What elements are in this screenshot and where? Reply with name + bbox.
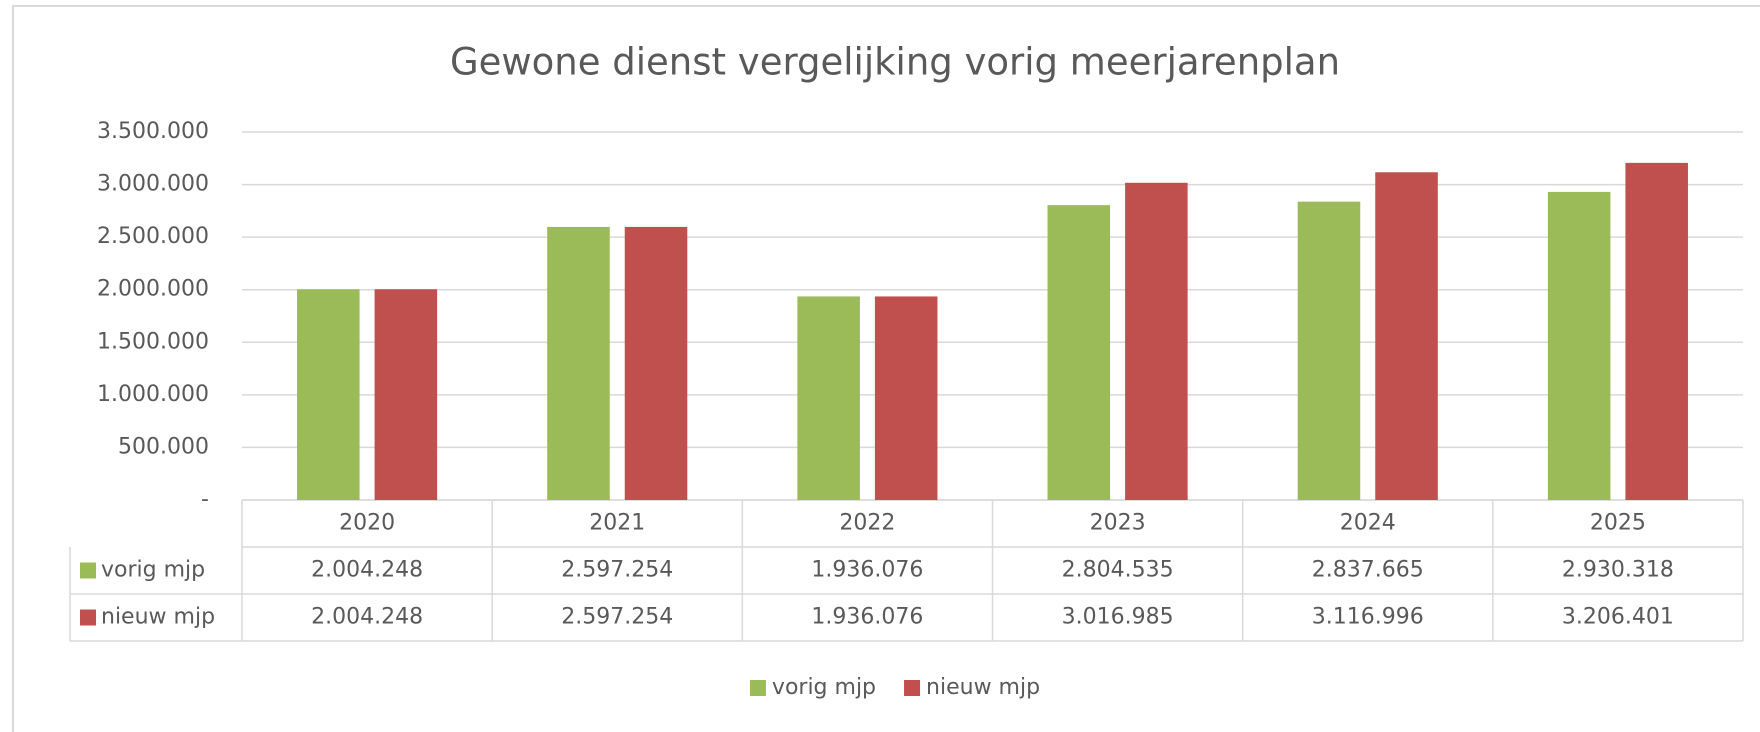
data-label: 1.936.076 xyxy=(811,605,923,630)
bar xyxy=(1125,182,1188,500)
y-tick-label: - xyxy=(201,487,209,512)
bar xyxy=(547,226,610,500)
x-tick-label: 2025 xyxy=(1590,511,1646,536)
y-tick-label: 3.000.000 xyxy=(97,172,209,197)
x-tick-label: 2023 xyxy=(1090,511,1146,536)
table-row-label: nieuw mjp xyxy=(101,605,215,630)
y-tick-label: 2.000.000 xyxy=(97,277,209,302)
data-label: 2.597.254 xyxy=(561,605,673,630)
legend-key xyxy=(749,680,766,696)
bar xyxy=(874,296,938,500)
data-label: 2.930.318 xyxy=(1562,558,1674,583)
x-tick-label: 2021 xyxy=(589,511,645,536)
data-label: 3.016.985 xyxy=(1062,605,1174,630)
data-label: 2.004.248 xyxy=(311,605,423,630)
y-tick-label: 3.500.000 xyxy=(97,119,209,144)
data-label: 3.116.996 xyxy=(1312,605,1424,630)
bar xyxy=(1547,191,1611,500)
bar xyxy=(1375,172,1438,500)
bar xyxy=(374,289,438,500)
bar xyxy=(1625,162,1688,500)
x-tick-label: 2022 xyxy=(839,511,895,536)
chart-title: Gewone dienst vergelijking vorig meerjar… xyxy=(450,41,1340,84)
y-tick-label: 2.500.000 xyxy=(97,224,209,249)
bar xyxy=(624,226,688,500)
y-tick-label: 1.500.000 xyxy=(97,329,209,354)
bar xyxy=(297,289,360,500)
data-label: 1.936.076 xyxy=(811,558,923,583)
legend-label: nieuw mjp xyxy=(926,675,1040,700)
x-tick-label: 2024 xyxy=(1340,511,1396,536)
legend-key xyxy=(904,680,921,696)
bar xyxy=(797,296,860,500)
y-tick-label: 1.000.000 xyxy=(97,382,209,407)
table-legend-key xyxy=(80,562,96,579)
x-tick-label: 2020 xyxy=(339,511,395,536)
data-label: 3.206.401 xyxy=(1562,605,1674,630)
legend-label: vorig mjp xyxy=(772,675,876,700)
y-tick-label: 500.000 xyxy=(118,434,209,459)
data-label: 2.004.248 xyxy=(311,558,423,583)
data-label: 2.804.535 xyxy=(1062,558,1174,583)
data-label: 2.837.665 xyxy=(1312,558,1424,583)
data-label: 2.597.254 xyxy=(561,558,673,583)
bar xyxy=(1047,205,1111,501)
bar xyxy=(1297,201,1361,500)
table-legend-key xyxy=(80,609,96,626)
table-row-label: vorig mjp xyxy=(101,558,205,583)
